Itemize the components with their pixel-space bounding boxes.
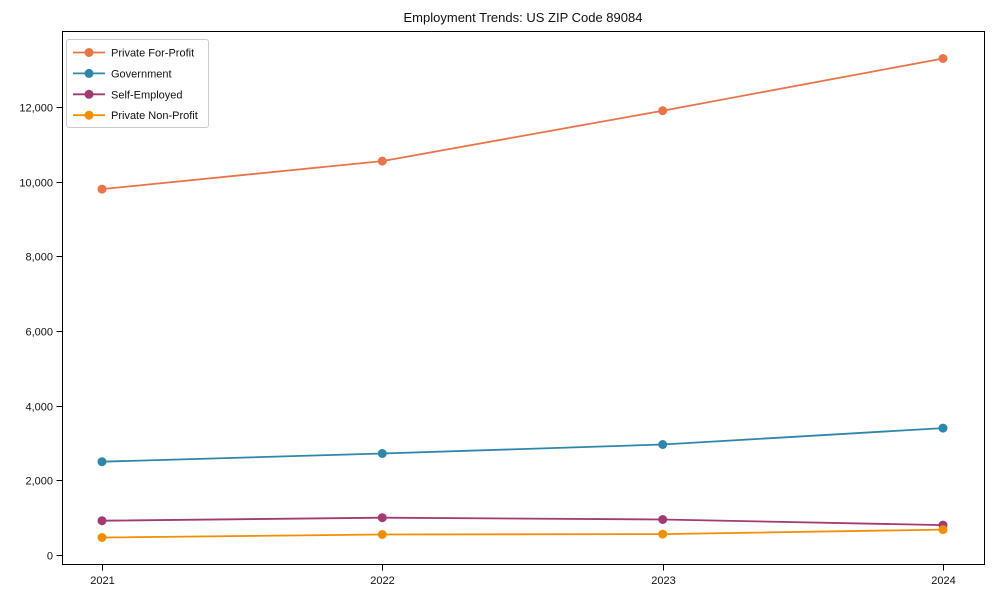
data-point-marker (97, 184, 107, 194)
data-point-marker (938, 54, 948, 63)
data-point-marker (377, 449, 387, 458)
series-line (101, 427, 944, 463)
legend-marker (84, 48, 94, 57)
legend-label: Self-Employed (111, 89, 183, 101)
legend-box (66, 39, 209, 128)
y-axis-tick-label: 2,000 (25, 476, 53, 488)
series-line (101, 528, 944, 539)
data-point-marker (938, 423, 948, 433)
legend-label: Private Non-Profit (111, 110, 198, 122)
data-point-marker (658, 106, 668, 116)
plot-frame (62, 31, 985, 565)
data-point-marker (377, 530, 387, 539)
legend-marker (84, 110, 94, 120)
data-point-marker (377, 156, 387, 166)
y-axis-tick-label: 6,000 (25, 327, 53, 339)
x-axis-tick-label: 2024 (931, 575, 955, 587)
data-point-marker (658, 529, 668, 539)
chart-title: Employment Trends: US ZIP Code 89084 (404, 10, 643, 25)
data-point-marker (658, 440, 668, 449)
legend-item: Private Non-Profit (73, 110, 198, 122)
series-government (97, 423, 948, 467)
x-axis-tick-label: 2023 (651, 575, 675, 587)
legend-label: Government (111, 68, 172, 80)
legend-marker (84, 68, 94, 78)
y-axis-tick-label: 4,000 (25, 402, 53, 414)
data-point-marker (938, 525, 948, 535)
legend-label: Private For-Profit (111, 48, 194, 60)
data-point-marker (97, 533, 107, 542)
data-point-marker (97, 457, 107, 467)
data-point-marker (97, 516, 107, 526)
legend: Private For-Profit Government Self-Employe… (66, 39, 209, 128)
legend-item: Government (73, 68, 172, 80)
y-axis-tick-label: 0 (47, 551, 53, 563)
y-axis-tick-label: 10,000 (19, 178, 53, 190)
y-axis-tick-label: 12,000 (19, 103, 53, 115)
series-line (101, 516, 944, 526)
data-point-marker (377, 513, 387, 523)
series-self-employed (97, 513, 948, 530)
data-point-marker (658, 515, 668, 524)
legend-marker (84, 89, 94, 99)
series-private-non-profit (97, 525, 948, 542)
y-axis-tick-label: 8,000 (25, 252, 53, 264)
legend-item: Self-Employed (73, 89, 183, 101)
x-axis-tick-label: 2022 (370, 575, 394, 587)
legend-item: Private For-Profit (73, 48, 194, 60)
series-line (101, 57, 944, 191)
x-axis-tick-label: 2021 (90, 575, 114, 587)
series-private-for-profit (97, 54, 948, 194)
